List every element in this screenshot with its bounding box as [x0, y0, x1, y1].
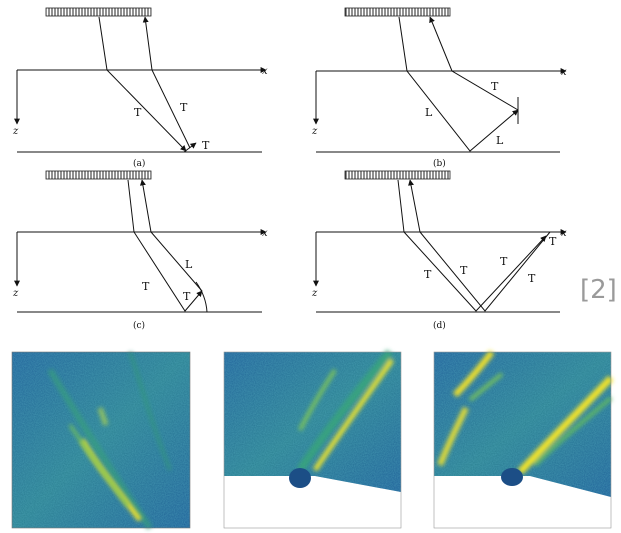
x-axis-label: x — [561, 67, 567, 78]
wave-label: T — [500, 255, 508, 268]
wave-label: L — [496, 134, 504, 147]
wave-label: T — [528, 272, 536, 285]
transducer-a — [45, 7, 152, 17]
transducer-d — [344, 170, 451, 180]
diagram-panel-c: x z T L T (c) — [12, 170, 268, 331]
wave-label: T — [183, 290, 191, 303]
wave-label: T — [142, 280, 150, 293]
panel-caption: (c) — [133, 320, 145, 331]
panel-caption: (b) — [433, 158, 446, 169]
wave-label: T — [180, 101, 188, 114]
wave-label: T — [549, 235, 557, 248]
wave-label: L — [425, 106, 433, 119]
z-axis-label: z — [12, 126, 19, 137]
panel-caption: (a) — [133, 158, 145, 169]
field-image-3 — [433, 350, 614, 529]
x-axis-label: x — [561, 228, 567, 239]
wave-label: T — [460, 264, 468, 277]
diagram-panel-b: x z L T L (b) — [311, 7, 567, 169]
field-image-1 — [11, 351, 191, 530]
z-axis-label: z — [12, 288, 19, 299]
wave-label: T — [202, 139, 210, 152]
diagram-panel-a: x z T T T (a) — [12, 7, 268, 169]
wave-label: T — [424, 268, 432, 281]
x-axis-label: x — [262, 66, 268, 77]
wave-label: T — [491, 80, 499, 93]
transducer-c — [45, 170, 152, 180]
z-axis-label: z — [311, 126, 318, 137]
z-axis-label: z — [311, 288, 318, 299]
field-image-2 — [223, 349, 402, 529]
reference-marker: [2] — [580, 275, 617, 305]
diagram-panel-d: x z T T T T T (d) — [311, 170, 567, 331]
x-axis-label: x — [262, 228, 268, 239]
panel-caption: (d) — [433, 320, 446, 331]
wave-label: T — [134, 106, 142, 119]
wave-label: L — [185, 258, 193, 271]
transducer-b — [344, 7, 451, 17]
